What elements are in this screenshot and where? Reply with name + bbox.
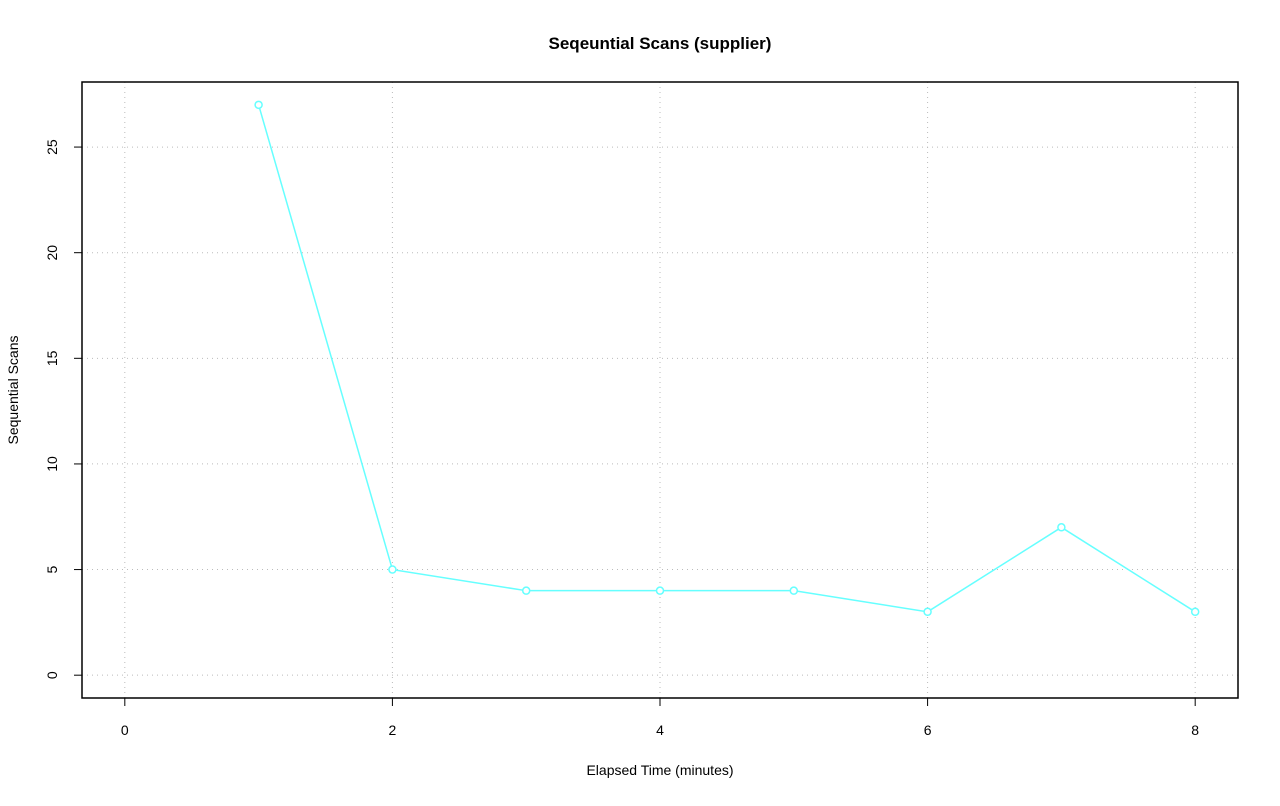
x-tick-label: 2 <box>389 722 397 738</box>
y-axis-label: Sequential Scans <box>5 336 21 445</box>
y-tick-label: 15 <box>44 350 60 366</box>
data-line <box>257 104 1196 613</box>
x-tick-label: 0 <box>121 722 129 738</box>
data-point <box>923 607 932 617</box>
y-tick-label: 5 <box>44 565 60 573</box>
x-tick-label: 6 <box>924 722 932 738</box>
x-tick-label: 8 <box>1191 722 1199 738</box>
data-point <box>1190 607 1200 617</box>
data-point <box>1057 523 1066 532</box>
data-point <box>789 586 799 595</box>
y-tick-label: 0 <box>44 671 60 679</box>
y-tick-label: 25 <box>44 139 60 155</box>
x-axis-label: Elapsed Time (minutes) <box>586 762 733 778</box>
plot-frame <box>81 81 1239 699</box>
data-point <box>388 565 397 574</box>
data-point <box>521 586 531 595</box>
x-tick-label: 4 <box>656 722 664 738</box>
y-tick-label: 20 <box>44 245 60 261</box>
y-tick-label: 10 <box>44 456 60 472</box>
data-point <box>254 100 263 110</box>
chart-title: Seqeuntial Scans (supplier) <box>549 34 772 53</box>
data-point <box>655 586 665 595</box>
